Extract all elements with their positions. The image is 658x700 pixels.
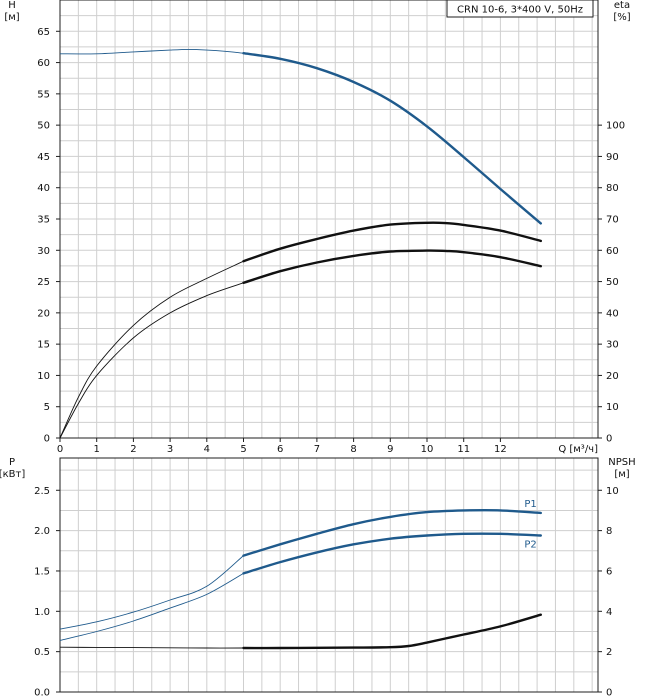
y-left-tick-label: 30 bbox=[37, 246, 50, 257]
y-left-tick-label: 0.0 bbox=[34, 688, 50, 699]
series-curve bbox=[242, 613, 542, 650]
x-tick-label: 11 bbox=[457, 444, 470, 455]
x-tick-label: 5 bbox=[240, 444, 246, 455]
y-left-tick-label: 25 bbox=[37, 277, 50, 288]
y-left-axis-label: H bbox=[8, 0, 16, 11]
y-left-axis-label: P bbox=[9, 457, 15, 468]
y-left-tick-label: 60 bbox=[37, 58, 50, 69]
y-right-tick-label: 4 bbox=[606, 607, 612, 618]
x-tick-label: 0 bbox=[57, 444, 63, 455]
y-right-tick-label: 6 bbox=[606, 566, 612, 577]
chart-title: CRN 10-6, 3*400 V, 50Hz bbox=[457, 5, 583, 16]
series-label: P2 bbox=[524, 539, 536, 550]
series-curve bbox=[242, 221, 542, 263]
x-tick-label: 8 bbox=[350, 444, 356, 455]
series-curve-thin bbox=[59, 260, 244, 439]
y-right-axis-label: NPSH bbox=[608, 457, 635, 468]
y-left-tick-label: 5 bbox=[44, 402, 50, 413]
x-tick-label: 4 bbox=[204, 444, 210, 455]
y-right-axis-label: eta bbox=[614, 0, 630, 11]
plot-frame bbox=[59, 457, 599, 693]
y-right-tick-label: 50 bbox=[606, 277, 619, 288]
series-curve bbox=[242, 532, 542, 575]
y-left-tick-label: 0 bbox=[44, 434, 50, 445]
y-right-tick-label: 30 bbox=[606, 340, 619, 351]
y-right-tick-label: 40 bbox=[606, 308, 619, 319]
y-left-axis-unit: [кВт] bbox=[0, 469, 25, 480]
series-curve-thin bbox=[59, 555, 244, 630]
y-left-tick-label: 65 bbox=[37, 27, 50, 38]
y-left-tick-label: 10 bbox=[37, 371, 50, 382]
series-curve-thin bbox=[59, 282, 244, 439]
y-left-tick-label: 15 bbox=[37, 340, 50, 351]
y-right-tick-label: 2 bbox=[606, 647, 612, 658]
y-right-tick-label: 8 bbox=[606, 526, 612, 537]
series-label: P1 bbox=[524, 499, 536, 510]
y-right-tick-label: 60 bbox=[606, 246, 619, 257]
y-right-tick-label: 10 bbox=[606, 486, 619, 497]
y-right-tick-label: 10 bbox=[606, 402, 619, 413]
y-left-tick-label: 0.5 bbox=[34, 647, 50, 658]
y-left-tick-label: 50 bbox=[37, 121, 50, 132]
series-curve bbox=[242, 508, 542, 557]
x-tick-label: 12 bbox=[494, 444, 507, 455]
y-right-tick-label: 0 bbox=[606, 434, 612, 445]
x-tick-label: 6 bbox=[277, 444, 283, 455]
y-left-tick-label: 45 bbox=[37, 152, 50, 163]
series-curve bbox=[242, 52, 542, 225]
y-right-axis-unit: [м] bbox=[614, 469, 629, 480]
x-tick-label: 3 bbox=[167, 444, 173, 455]
y-left-tick-label: 1.0 bbox=[34, 607, 50, 618]
series-curve-thin bbox=[59, 646, 244, 649]
y-left-tick-label: 1.5 bbox=[34, 566, 50, 577]
y-right-tick-label: 100 bbox=[606, 121, 625, 132]
y-right-tick-label: 80 bbox=[606, 183, 619, 194]
y-left-tick-label: 20 bbox=[37, 308, 50, 319]
title-box bbox=[446, 0, 594, 18]
y-right-tick-label: 0 bbox=[606, 688, 612, 699]
x-tick-label: 1 bbox=[94, 444, 100, 455]
series-curve-thin bbox=[59, 48, 244, 55]
y-right-tick-label: 70 bbox=[606, 215, 619, 226]
y-right-axis-unit: [%] bbox=[613, 12, 630, 23]
y-right-tick-label: 90 bbox=[606, 152, 619, 163]
y-left-tick-label: 2.0 bbox=[34, 526, 50, 537]
y-left-tick-label: 55 bbox=[37, 89, 50, 100]
series-curve bbox=[242, 249, 542, 284]
y-right-tick-label: 20 bbox=[606, 371, 619, 382]
x-tick-label: 2 bbox=[130, 444, 136, 455]
y-left-tick-label: 35 bbox=[37, 215, 50, 226]
y-left-tick-label: 2.5 bbox=[34, 486, 50, 497]
y-left-axis-unit: [м] bbox=[4, 12, 19, 23]
x-axis-label: Q [м³/ч] bbox=[558, 444, 598, 455]
x-tick-label: 9 bbox=[387, 444, 393, 455]
x-tick-label: 7 bbox=[314, 444, 320, 455]
x-tick-label: 10 bbox=[421, 444, 434, 455]
y-left-tick-label: 40 bbox=[37, 183, 50, 194]
series-curve-thin bbox=[59, 573, 244, 641]
